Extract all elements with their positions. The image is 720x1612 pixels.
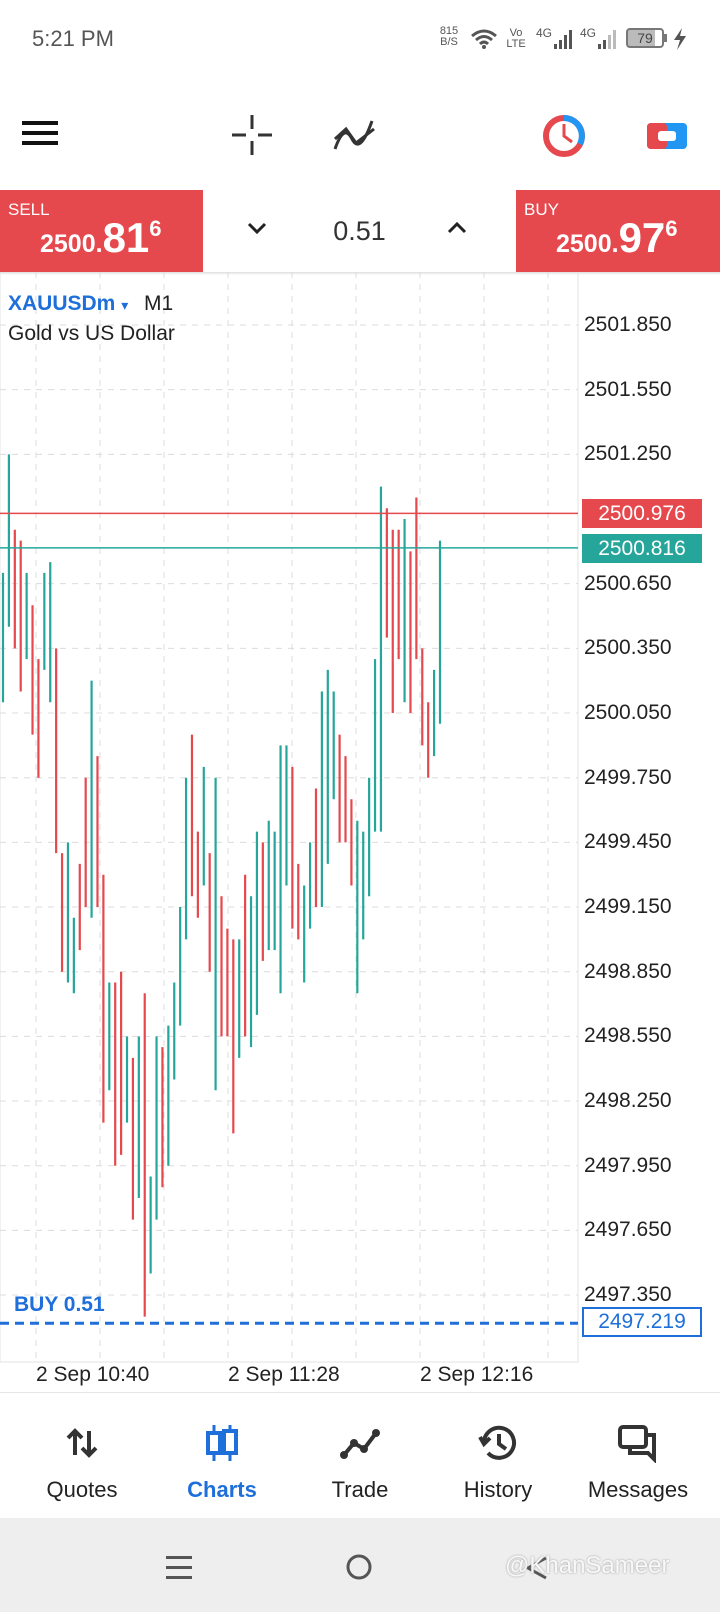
chart-timeframe: M1 — [144, 292, 174, 315]
back-icon[interactable] — [522, 1554, 550, 1582]
nav-messages-label: Messages — [587, 1477, 689, 1502]
volte-indicator: Vo LTE — [504, 28, 528, 50]
order-label[interactable]: BUY 0.51 — [14, 1293, 105, 1316]
signal-icon — [554, 30, 572, 49]
x-tick-label: 2 Sep 10:40 — [36, 1363, 150, 1386]
buy-price-big: 97 — [618, 214, 666, 261]
buy-price-small: 2500. — [556, 230, 619, 258]
y-tick-label: 2498.550 — [584, 1024, 672, 1048]
clock: 5:21 PM — [32, 26, 114, 51]
charging-icon — [674, 28, 686, 50]
history-icon — [478, 1425, 516, 1460]
clock-icon[interactable] — [542, 114, 586, 158]
nav-trade[interactable]: Trade — [290, 1393, 430, 1519]
buy-button[interactable]: BUY 2500.976 — [516, 190, 720, 272]
y-tick-label: 2497.650 — [584, 1218, 672, 1242]
y-tick-label: 2500.050 — [584, 701, 672, 725]
buy-label: BUY — [524, 200, 559, 219]
price-lines — [0, 512, 578, 1325]
y-tick-label: 2501.250 — [584, 442, 672, 466]
bid-price-tag: 2500.816 — [582, 534, 702, 563]
nav-charts-label: Charts — [187, 1477, 257, 1502]
nav-quotes[interactable]: Quotes — [12, 1393, 152, 1519]
network-speed-value: 815 — [439, 25, 459, 37]
watermark: @KhanSameer — [505, 1552, 670, 1579]
nav-history-label: History — [463, 1477, 533, 1502]
recent-apps-icon[interactable] — [164, 1552, 194, 1582]
system-navigation-bar — [0, 1518, 720, 1612]
y-tick-label: 2498.850 — [584, 959, 672, 983]
buy-price-sup: 6 — [665, 216, 678, 241]
sell-price: 2500.816 — [40, 214, 162, 262]
battery-tip — [664, 34, 667, 42]
chart-toolbar: M1 — [0, 80, 720, 228]
volume-control: 0.51 — [203, 190, 516, 272]
chart-grid — [0, 272, 579, 1363]
chevron-down-icon: ▾ — [121, 297, 129, 313]
one-click-trading-icon[interactable] — [646, 120, 688, 152]
bottom-navigation: Quotes Charts Trade History Messages — [0, 1392, 720, 1519]
nav-charts[interactable]: Charts — [152, 1393, 292, 1519]
home-icon[interactable] — [344, 1552, 374, 1582]
indicators-icon[interactable] — [332, 113, 378, 157]
symbol-description: Gold vs US Dollar — [8, 322, 175, 345]
trade-icon — [340, 1429, 380, 1459]
messages-icon — [618, 1425, 656, 1463]
nav-history[interactable]: History — [428, 1393, 568, 1519]
volume-input[interactable]: 0.51 — [333, 216, 386, 246]
plot-area — [0, 272, 579, 1363]
ask-price-tag: 2500.976 — [582, 499, 702, 528]
order-price-tag: 2497.219 — [582, 1307, 702, 1337]
signal-icon-2 — [598, 30, 616, 49]
x-tick-label: 2 Sep 11:28 — [228, 1363, 340, 1386]
symbol-name: XAUUSDm — [8, 292, 116, 315]
y-tick-label: 2497.950 — [584, 1153, 672, 1177]
panel-shadow — [0, 272, 720, 275]
y-tick-label: 2500.350 — [584, 636, 672, 660]
network-type-2: 4G — [580, 26, 597, 40]
symbol-selector[interactable]: XAUUSDm ▾ — [8, 292, 128, 316]
nav-quotes-label: Quotes — [46, 1477, 118, 1502]
sell-price-small: 2500. — [40, 230, 103, 258]
crosshair-icon[interactable] — [230, 113, 274, 157]
y-tick-label: 2500.650 — [584, 571, 672, 595]
y-tick-label: 2497.350 — [584, 1283, 672, 1307]
menu-icon[interactable] — [20, 118, 60, 148]
status-bar: 5:21 PM 815 B/S Vo LTE 4G 4G 79 — [0, 0, 720, 80]
volte-top: Vo — [509, 27, 523, 39]
charts-icon — [206, 1425, 238, 1461]
ohlc-bars — [1, 454, 442, 1317]
y-tick-label: 2499.750 — [584, 765, 672, 789]
nav-trade-label: Trade — [331, 1477, 389, 1502]
y-tick-label: 2498.250 — [584, 1089, 672, 1113]
nav-messages[interactable]: Messages — [568, 1393, 708, 1519]
price-chart[interactable] — [0, 272, 720, 1392]
buy-price: 2500.976 — [556, 214, 678, 262]
y-tick-label: 2501.550 — [584, 377, 672, 401]
sell-label: SELL — [8, 200, 50, 219]
wifi-icon — [471, 29, 497, 49]
volume-decrease-icon[interactable] — [245, 216, 269, 240]
sell-button[interactable]: SELL 2500.816 — [0, 190, 203, 272]
sell-price-sup: 6 — [149, 216, 162, 241]
network-speed: 815 B/S — [436, 26, 462, 48]
sell-price-big: 81 — [102, 214, 150, 261]
y-tick-label: 2499.150 — [584, 895, 672, 919]
volte-bottom: LTE — [506, 38, 526, 50]
y-tick-label: 2501.850 — [584, 313, 672, 336]
network-type-1: 4G — [536, 26, 553, 40]
volume-increase-icon[interactable] — [445, 216, 469, 240]
x-tick-label: 2 Sep 12:16 — [420, 1363, 534, 1386]
network-speed-unit: B/S — [440, 36, 458, 48]
battery-indicator: 79 — [626, 28, 664, 48]
quotes-icon — [66, 1428, 98, 1458]
y-tick-label: 2499.450 — [584, 830, 672, 854]
